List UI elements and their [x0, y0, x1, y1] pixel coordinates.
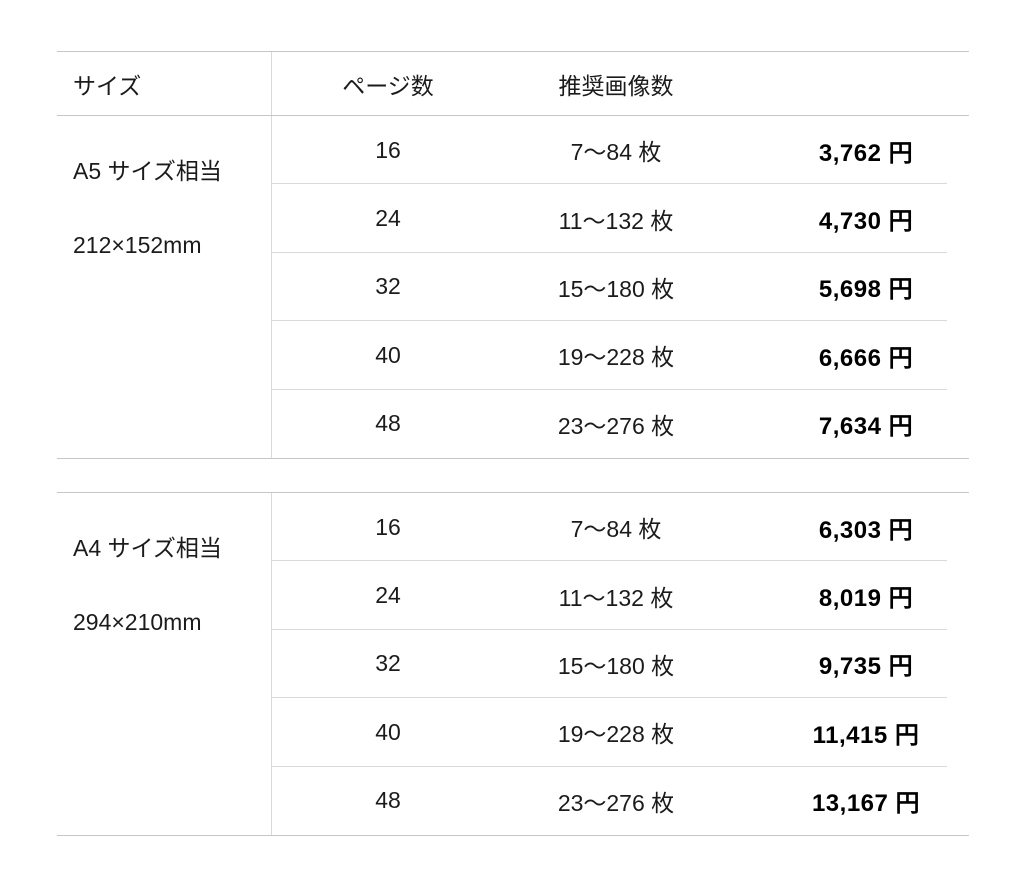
table-row: 48 23〜276 枚 7,634 円	[272, 390, 969, 458]
price-cell: 7,634 円	[818, 413, 914, 441]
table-row: 24 11〜132 枚 4,730 円	[272, 184, 969, 254]
size-label: A5 サイズ相当	[73, 158, 222, 184]
images-cell: 11〜132 枚	[558, 207, 674, 234]
header-size: サイズ	[57, 52, 272, 115]
pages-cell: 48	[375, 787, 401, 814]
section-rows: 16 7〜84 枚 6,303 円 24 11〜132 枚 8,019 円 32…	[272, 493, 969, 835]
size-section: A5 サイズ相当 212×152mm 16 7〜84 枚 3,762 円 24 …	[57, 116, 969, 459]
pages-cell: 40	[375, 341, 401, 368]
price-cell: 13,167 円	[811, 790, 921, 818]
images-cell: 23〜276 枚	[557, 412, 675, 439]
header-images: 推奨画像数	[558, 72, 674, 99]
price-cell: 9,735 円	[818, 653, 914, 681]
size-cell: A5 サイズ相当 212×152mm	[57, 116, 272, 458]
table-row: 16 7〜84 枚 3,762 円	[272, 116, 969, 185]
images-cell: 7〜84 枚	[570, 516, 662, 543]
images-cell: 19〜228 枚	[557, 721, 675, 748]
images-cell: 15〜180 枚	[557, 275, 675, 302]
table-row: 40 19〜228 枚 11,415 円	[272, 698, 969, 767]
table-row: 32 15〜180 枚 5,698 円	[272, 253, 969, 322]
table-row: 16 7〜84 枚 6,303 円	[272, 493, 969, 562]
images-cell: 15〜180 枚	[557, 652, 675, 679]
pages-cell: 24	[375, 582, 401, 609]
pricing-table: サイズ ページ数 推奨画像数 A5 サイズ相当 212×152mm 16 7〜8…	[57, 51, 969, 836]
price-cell: 6,303 円	[818, 516, 914, 544]
size-dimensions: 212×152mm	[73, 232, 202, 258]
images-cell: 7〜84 枚	[570, 139, 662, 166]
pages-cell: 16	[375, 136, 401, 163]
price-cell: 4,730 円	[818, 208, 914, 236]
table-row: 24 11〜132 枚 8,019 円	[272, 561, 969, 631]
size-cell: A4 サイズ相当 294×210mm	[57, 493, 272, 835]
header-price	[728, 52, 969, 115]
images-cell: 19〜228 枚	[557, 344, 675, 371]
pages-cell: 48	[375, 410, 401, 437]
size-label: A4 サイズ相当	[73, 535, 222, 561]
pages-cell: 32	[375, 650, 401, 677]
pages-cell: 40	[375, 718, 401, 745]
size-dimensions: 294×210mm	[73, 609, 202, 635]
price-cell: 6,666 円	[818, 344, 914, 372]
table-row: 48 23〜276 枚 13,167 円	[272, 767, 969, 835]
table-body: A5 サイズ相当 212×152mm 16 7〜84 枚 3,762 円 24 …	[57, 116, 969, 836]
pages-cell: 32	[375, 273, 401, 300]
price-cell: 3,762 円	[818, 139, 914, 167]
section-rows: 16 7〜84 枚 3,762 円 24 11〜132 枚 4,730 円 32…	[272, 116, 969, 458]
size-section: A4 サイズ相当 294×210mm 16 7〜84 枚 6,303 円 24 …	[57, 492, 969, 836]
images-cell: 11〜132 枚	[558, 584, 674, 611]
table-row: 40 19〜228 枚 6,666 円	[272, 321, 969, 390]
header-pages: ページ数	[342, 72, 434, 99]
images-cell: 23〜276 枚	[557, 789, 675, 816]
pages-cell: 16	[375, 513, 401, 540]
table-header-row: サイズ ページ数 推奨画像数	[57, 51, 969, 116]
table-row: 32 15〜180 枚 9,735 円	[272, 630, 969, 699]
price-cell: 8,019 円	[818, 585, 914, 613]
price-cell: 5,698 円	[818, 276, 914, 304]
section-gap	[57, 459, 969, 492]
price-cell: 11,415 円	[812, 721, 920, 749]
pages-cell: 24	[375, 205, 401, 232]
